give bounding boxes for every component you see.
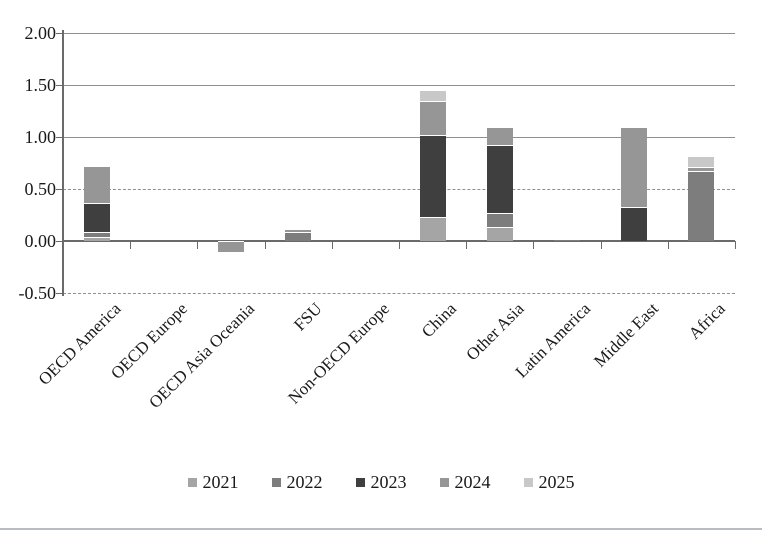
legend-marker-2025 [523,478,533,487]
y-axis-tick-label-1.00: 1.00 [24,127,57,147]
legend-item-2021: 2021 [187,472,239,493]
legend-label-2023: 2023 [370,472,407,492]
figure-bottom-rule [0,528,762,530]
y-axis-tick-label-0.00: 0.00 [24,231,57,251]
gridline-0.50 [63,189,735,190]
bar-segment-oecd-america-2024 [83,166,110,203]
legend-marker-2021 [187,478,197,487]
bar-segment-china-2021 [419,217,446,241]
bar-segment-other-asia-2024 [486,126,513,146]
legend-item-2022: 2022 [271,472,323,493]
gridline-2.00 [63,33,735,34]
legend-label-2021: 2021 [202,472,239,492]
x-axis-tick-4 [331,241,333,249]
x-axis-label-oecd-america: OECD America [34,299,125,389]
x-axis-tick-5 [399,241,400,249]
x-axis-tick-8 [600,241,602,249]
bar-segment-oecd-america-2022 [83,231,110,237]
x-axis-tick-3 [264,241,266,249]
y-axis-tick-label-1.50: 1.50 [24,75,57,95]
y-axis-tick-2.00 [56,33,63,34]
legend-label-2025: 2025 [538,472,575,492]
legend-marker-2024 [439,478,449,487]
x-axis-tick-6 [466,241,468,249]
bar-segment-africa-2022 [688,171,715,241]
x-axis-label-china: China [417,299,461,342]
x-axis-tick-7 [533,241,535,249]
bar-segment-middle-east-2023 [621,206,648,241]
legend-label-2024: 2024 [454,472,491,492]
bar-segment-fsu-2024 [285,228,312,232]
bar-segment-middle-east-2024 [621,126,648,207]
y-axis-tick-label--0.50: -0.50 [18,283,57,303]
bar-segment-africa-2025 [688,155,715,168]
x-axis-label-africa: Africa [684,299,729,344]
bar-segment-oecd-asia-oceania-2024 [218,241,244,253]
x-axis-tick-1 [130,241,132,249]
y-axis-tick-1.50 [56,85,63,86]
y-axis-tick--0.50 [56,293,63,294]
gridline-1.00 [63,137,735,138]
chart-legend: 2021 2022 2023 2024 2025 [0,472,762,493]
bar-segment-other-asia-2021 [486,227,513,241]
bar-segment-other-asia-2022 [486,212,513,228]
bar-segment-africa-2024 [688,167,715,172]
bar-segment-china-2025 [419,90,446,101]
bar-segment-fsu-2022 [285,231,312,241]
legend-marker-2023 [355,478,365,487]
y-axis-tick-label-2.00: 2.00 [24,23,57,43]
gridline--0.50 [63,293,735,294]
x-axis-label-other-asia: Other Asia [462,299,528,365]
x-axis-label-middle-east: Middle East [589,299,662,371]
legend-item-2023: 2023 [355,472,407,493]
bar-segment-other-asia-2023 [486,145,513,213]
x-axis-tick-2 [197,241,199,249]
x-axis-tick-9 [667,241,669,249]
bar-segment-oecd-america-2023 [83,202,110,232]
gridline-1.50 [63,85,735,86]
legend-item-2025: 2025 [523,472,575,493]
bar-segment-oecd-america-2021 [83,236,110,241]
y-axis-line [62,30,64,296]
x-axis-tick-10 [735,241,736,249]
legend-item-2024: 2024 [439,472,491,493]
legend-label-2022: 2022 [286,472,323,492]
bar-segment-latin-america-2022 [554,238,580,241]
y-axis-tick-0.00 [56,241,63,242]
y-axis-tick-label-0.50: 0.50 [24,179,57,199]
bar-segment-china-2023 [419,134,446,218]
bar-segment-china-2024 [419,100,446,135]
y-axis-tick-1.00 [56,137,63,138]
x-axis-label-fsu: FSU [290,299,326,335]
legend-marker-2022 [271,478,281,487]
y-axis-tick-0.50 [56,189,63,190]
